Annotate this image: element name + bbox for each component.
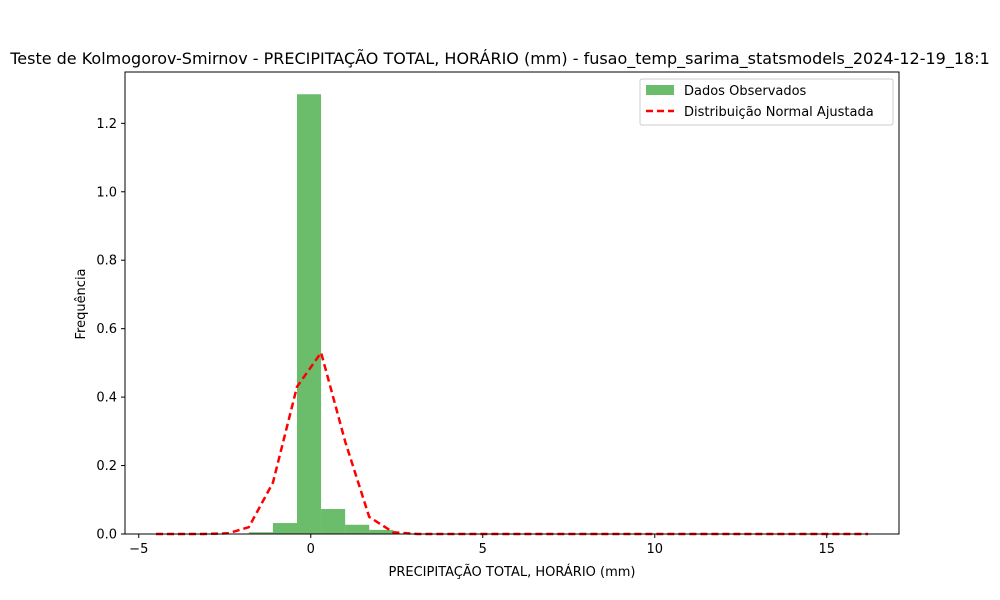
y-tick-label: 0.6 bbox=[96, 322, 117, 337]
histogram-bar bbox=[321, 509, 346, 534]
histogram-bar bbox=[297, 94, 322, 534]
x-axis-label: PRECIPITAÇÃO TOTAL, HORÁRIO (mm) bbox=[389, 564, 636, 580]
y-tick-label: 1.0 bbox=[96, 185, 117, 200]
fit-line bbox=[156, 351, 868, 536]
histogram-bar bbox=[345, 524, 370, 534]
histogram-bar bbox=[272, 523, 297, 534]
chart-title: Teste de Kolmogorov-Smirnov - PRECIPITAÇ… bbox=[9, 49, 990, 69]
legend-histogram-label: Dados Observados bbox=[684, 84, 807, 99]
plot-area bbox=[156, 94, 868, 536]
legend-box bbox=[639, 78, 894, 126]
y-tick-label: 0.8 bbox=[96, 254, 117, 269]
legend-histogram-swatch bbox=[646, 85, 674, 95]
x-tick-label: 10 bbox=[646, 542, 663, 557]
legend: Dados Observados Distribuição Normal Aju… bbox=[639, 78, 894, 126]
plot-frame bbox=[124, 71, 900, 535]
y-tick-label: 0.4 bbox=[96, 391, 117, 406]
x-tick-label: 15 bbox=[818, 542, 835, 557]
y-tick-label: 0.2 bbox=[96, 459, 117, 474]
x-tick-label: 5 bbox=[479, 542, 487, 557]
y-tick-label: 0.0 bbox=[96, 528, 117, 543]
y-axis-label: Frequência bbox=[74, 268, 89, 339]
x-tick-label: 0 bbox=[307, 542, 315, 557]
histogram-bar bbox=[369, 529, 394, 534]
y-tick-label: 1.2 bbox=[96, 117, 117, 132]
histogram-bar bbox=[248, 532, 273, 534]
x-axis: −5 0 5 10 15 bbox=[129, 534, 835, 557]
x-tick-label: −5 bbox=[129, 542, 148, 557]
y-axis: 0.0 0.2 0.4 0.6 0.8 1.0 1.2 bbox=[96, 117, 125, 543]
legend-fit-line-label: Distribuição Normal Ajustada bbox=[684, 105, 874, 120]
